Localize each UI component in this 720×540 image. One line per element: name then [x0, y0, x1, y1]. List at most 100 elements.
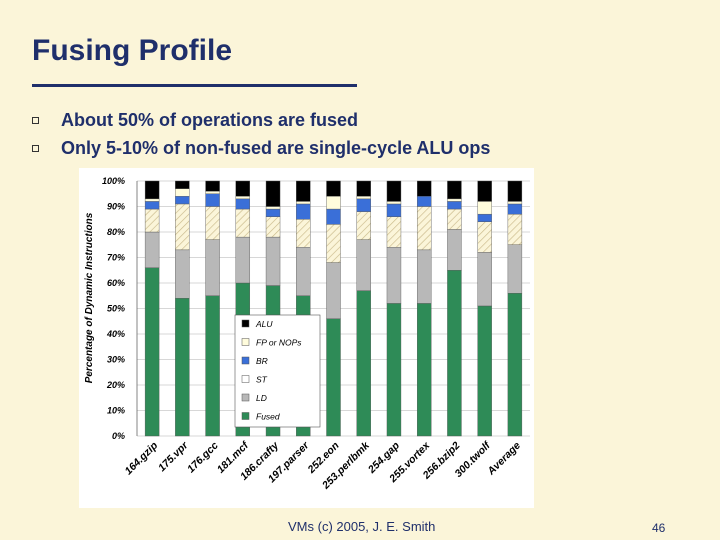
bar-segment-ld — [265, 236, 281, 286]
bar-segment-fused — [386, 303, 402, 437]
legend-swatch — [241, 356, 250, 365]
bar-segment-br — [235, 198, 251, 210]
square-bullet-icon — [32, 144, 39, 152]
y-axis-label: Percentage of Dynamic Instructions — [84, 212, 95, 383]
bullet-item: Only 5-10% of non-fused are single-cycle… — [32, 134, 490, 162]
y-tick-label: 10% — [107, 406, 125, 416]
legend-swatch — [241, 375, 250, 383]
legend-swatch — [241, 412, 250, 420]
bar-segment-st — [356, 211, 371, 240]
bar-segment-br — [144, 201, 160, 210]
bar-segment-br — [477, 213, 492, 223]
bar-segment-fp-or-nops — [235, 196, 251, 200]
bar-segment-alu — [235, 180, 251, 197]
bar-segment-st — [265, 216, 281, 238]
bar-segment-fp-or-nops — [477, 201, 492, 215]
bar-segment-alu — [416, 180, 432, 197]
bar-segment-fp-or-nops — [326, 196, 341, 210]
bar-segment-st — [296, 219, 311, 248]
bar-segment-ld — [205, 239, 220, 296]
y-tick-label: 90% — [107, 202, 125, 212]
bar-segment-fp-or-nops — [296, 201, 311, 205]
bar-segment-alu — [175, 180, 190, 189]
y-tick-label: 100% — [102, 176, 125, 186]
bullet-list: About 50% of operations are fused Only 5… — [32, 106, 490, 162]
bar-segment-alu — [326, 180, 341, 197]
bar-segment-br — [447, 201, 462, 210]
bar-segment-ld — [416, 249, 432, 304]
bar-segment-ld — [386, 247, 402, 304]
bar-segment-fused — [175, 298, 190, 437]
bar-segment-st — [205, 206, 220, 240]
y-tick-label: 30% — [107, 355, 125, 365]
bar-segment-fp-or-nops — [175, 188, 190, 197]
legend-label: LD — [256, 393, 267, 403]
legend-box — [234, 314, 321, 428]
legend-label: ST — [256, 375, 268, 385]
page-number: 46 — [652, 521, 666, 535]
legend-label: FP or NOPs — [256, 338, 302, 348]
bar-segment-st — [447, 208, 462, 230]
bar-segment-fused — [477, 305, 492, 437]
bar-segment-br — [205, 193, 220, 207]
fusing-profile-chart: Percentage of Dynamic Instructions 0% 10%… — [79, 168, 534, 508]
bar-segment-fp-or-nops — [386, 201, 402, 205]
bar-segment-alu — [265, 180, 281, 207]
title-underline — [32, 84, 357, 87]
bar-segment-fused — [144, 267, 160, 437]
bar-segment-alu — [386, 180, 402, 202]
y-tick-label: 20% — [106, 380, 125, 390]
bar-segment-alu — [477, 180, 492, 202]
bar-segment-fp-or-nops — [144, 198, 160, 202]
legend-swatch — [241, 393, 250, 402]
bar-segment-fp-or-nops — [507, 201, 523, 205]
bar-segment-ld — [175, 249, 190, 299]
legend-label: BR — [256, 356, 268, 366]
bar-segment-alu — [447, 180, 462, 200]
bar-segment-alu — [507, 180, 523, 202]
bar-segment-fp-or-nops — [447, 198, 462, 202]
bar-segment-st — [175, 203, 190, 251]
bar-segment-st — [386, 216, 402, 248]
bar-segment-alu — [296, 180, 311, 202]
legend-swatch — [241, 319, 250, 328]
square-bullet-icon — [32, 116, 39, 124]
y-tick-label: 50% — [107, 304, 125, 314]
bar-segment-fused — [507, 292, 523, 437]
y-tick-label: 40% — [106, 329, 125, 339]
bullet-text: Only 5-10% of non-fused are single-cycle… — [61, 137, 491, 158]
bar-segment-br — [326, 208, 341, 225]
bar-segment-ld — [477, 252, 492, 307]
bar-segment-st — [416, 206, 432, 251]
bar-segment-st — [477, 221, 492, 253]
slide-title: Fusing Profile — [32, 34, 233, 67]
bar-segment-ld — [447, 229, 462, 271]
bullet-item: About 50% of operations are fused — [32, 106, 490, 134]
legend-label: ALU — [255, 319, 273, 329]
bar-segment-st — [507, 213, 523, 245]
bar-segment-br — [175, 196, 190, 205]
bar-segment-fused — [326, 318, 341, 437]
bar-segment-br — [356, 198, 371, 212]
legend-swatch — [241, 338, 250, 346]
bar-segment-ld — [507, 244, 523, 294]
y-tick-label: 80% — [107, 227, 125, 237]
bar-segment-alu — [356, 180, 371, 197]
bar-segment-alu — [205, 180, 220, 192]
bar-segment-ld — [356, 239, 371, 291]
bar-segment-st — [235, 208, 251, 238]
bar-segment-fused — [205, 295, 220, 437]
bar-segment-br — [416, 196, 432, 207]
bar-segment-fp-or-nops — [356, 196, 371, 200]
bar-segment-br — [265, 208, 281, 217]
bar-segment-fused — [416, 303, 432, 437]
bar-segment-fused — [447, 270, 462, 437]
bar-segment-alu — [144, 180, 160, 200]
bar-segment-br — [386, 203, 402, 217]
bar-segment-ld — [326, 262, 341, 319]
legend-label: Fused — [256, 412, 280, 422]
bar-segment-fp-or-nops — [205, 191, 220, 194]
bullet-text: About 50% of operations are fused — [61, 109, 359, 130]
y-tick-label: 0% — [112, 431, 125, 441]
bar-segment-st — [326, 224, 341, 263]
